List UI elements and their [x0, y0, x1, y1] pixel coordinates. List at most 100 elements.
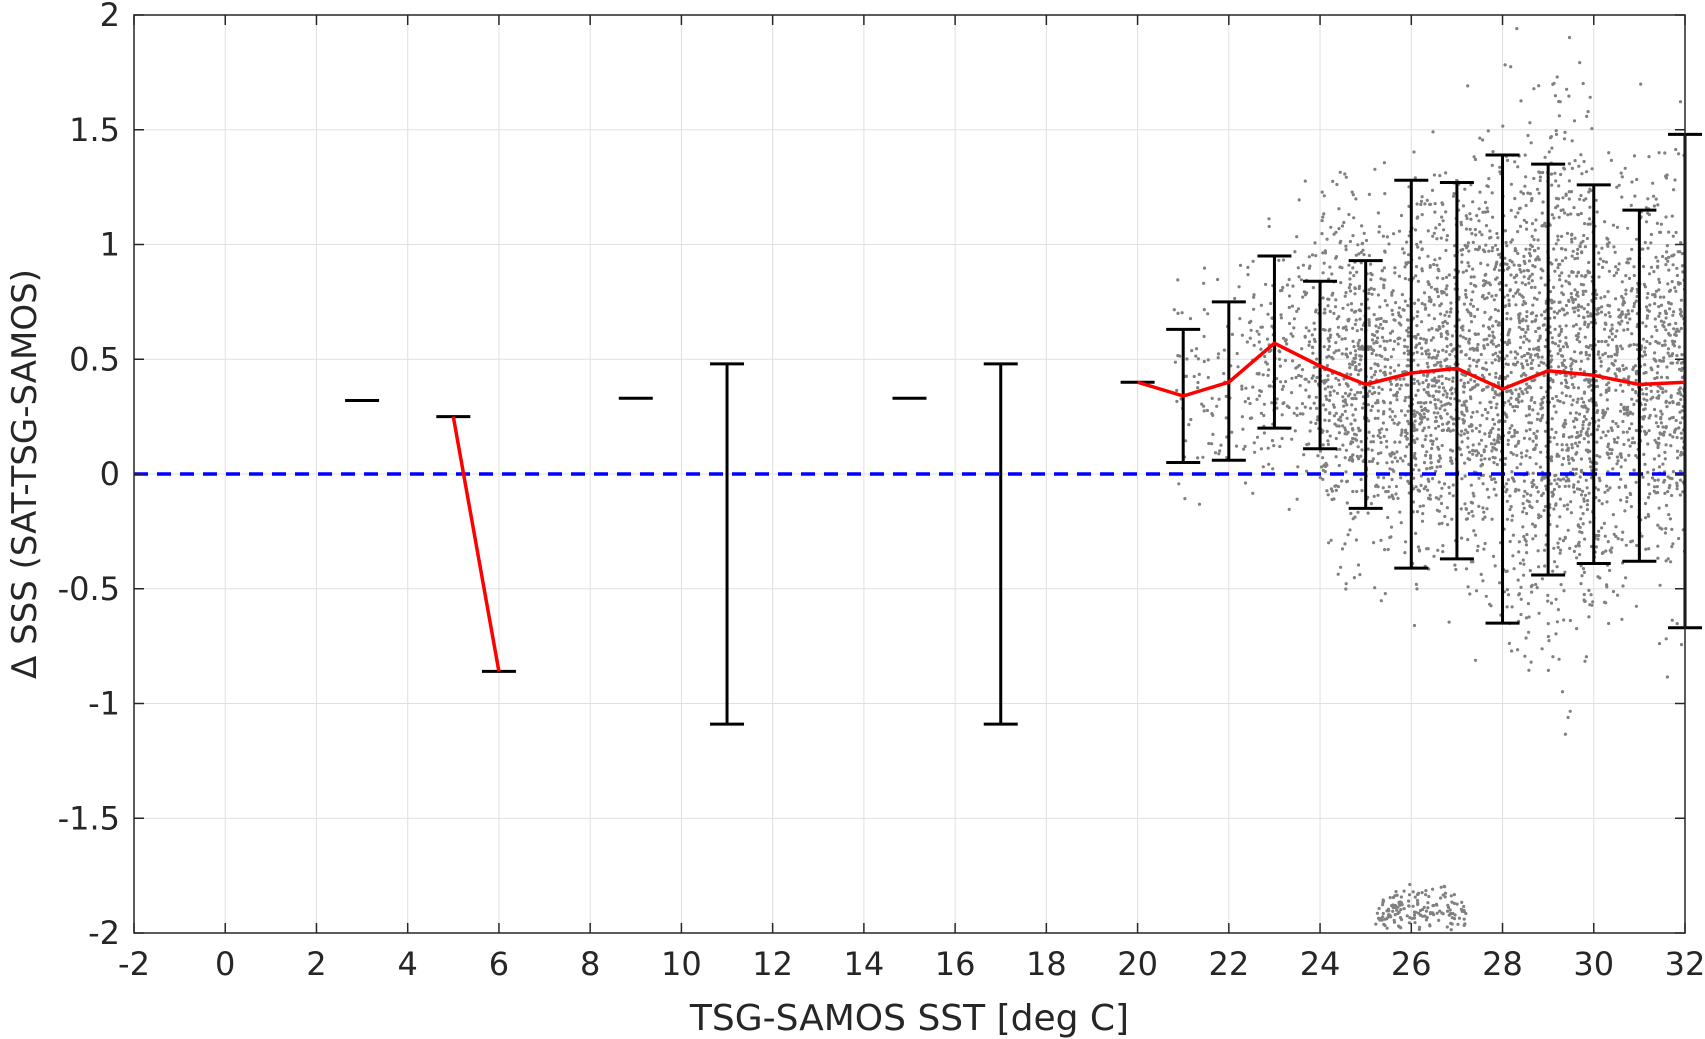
scatter-point	[1527, 259, 1531, 263]
scatter-point	[1394, 492, 1398, 496]
scatter-point	[1671, 234, 1675, 238]
scatter-point	[1432, 262, 1436, 267]
scatter-point	[1430, 446, 1434, 451]
scatter-point	[1663, 339, 1667, 343]
scatter-point	[1440, 443, 1444, 448]
scatter-point	[1631, 412, 1635, 416]
scatter-point	[1297, 198, 1301, 202]
scatter-point	[1587, 353, 1592, 357]
scatter-point	[1585, 507, 1589, 512]
scatter-point	[1525, 310, 1529, 314]
scatter-point	[1450, 517, 1454, 521]
scatter-point	[1470, 509, 1474, 514]
scatter-point	[1608, 314, 1612, 319]
scatter-point	[1415, 343, 1419, 347]
scatter-point	[1576, 435, 1580, 439]
scatter-point	[1424, 306, 1428, 310]
scatter-point	[1447, 377, 1451, 381]
scatter-point	[1601, 408, 1605, 412]
scatter-point	[1427, 479, 1431, 483]
scatter-point	[1392, 232, 1396, 236]
scatter-point	[1531, 408, 1535, 412]
scatter-point	[1425, 467, 1429, 471]
scatter-point	[1415, 437, 1419, 441]
scatter-point	[1379, 277, 1383, 281]
scatter-point	[1267, 224, 1271, 229]
scatter-point	[1587, 491, 1591, 495]
scatter-point	[1310, 376, 1314, 380]
scatter-point	[1481, 579, 1485, 583]
scatter-point	[1469, 282, 1473, 286]
scatter-point	[1477, 219, 1481, 223]
scatter-point	[1202, 334, 1206, 339]
scatter-point	[1626, 321, 1630, 325]
scatter-point	[1623, 509, 1627, 513]
scatter-point	[1468, 227, 1472, 231]
scatter-point	[1379, 440, 1383, 445]
scatter-point	[1432, 554, 1436, 558]
scatter-point	[1656, 490, 1660, 495]
scatter-point	[1627, 312, 1631, 316]
scatter-point	[1236, 365, 1240, 369]
scatter-point	[1403, 265, 1407, 269]
scatter-point	[1412, 423, 1416, 427]
scatter-point	[1546, 622, 1550, 626]
scatter-point	[1541, 491, 1545, 496]
scatter-point	[1570, 456, 1574, 460]
scatter-point	[1585, 410, 1589, 414]
scatter-point	[1634, 390, 1638, 394]
scatter-point	[1589, 465, 1593, 469]
scatter-point	[1554, 242, 1558, 246]
scatter-point	[1622, 442, 1626, 447]
scatter-point	[1541, 170, 1545, 175]
scatter-point	[1628, 317, 1632, 321]
scatter-point	[1240, 415, 1244, 419]
scatter-point	[1473, 347, 1477, 351]
scatter-point	[1307, 395, 1311, 399]
y-tick-label: 0	[100, 455, 120, 493]
scatter-point	[1503, 401, 1507, 405]
scatter-point	[1552, 487, 1556, 492]
scatter-point	[1620, 347, 1624, 351]
scatter-point	[1419, 202, 1423, 207]
scatter-point	[1422, 373, 1426, 377]
scatter-point	[1424, 378, 1428, 382]
scatter-point	[1629, 203, 1633, 207]
scatter-point	[1523, 654, 1527, 658]
scatter-point	[1463, 502, 1467, 506]
scatter-point	[1666, 259, 1670, 263]
scatter-point	[1609, 158, 1613, 162]
scatter-point	[1623, 458, 1627, 462]
x-tick-label: 8	[580, 945, 600, 983]
scatter-point	[1361, 248, 1365, 252]
scatter-point	[1667, 513, 1671, 517]
scatter-point	[1494, 371, 1498, 375]
scatter-point	[1540, 211, 1544, 215]
scatter-point	[1494, 262, 1498, 266]
scatter-point	[1501, 124, 1505, 128]
scatter-point	[1670, 477, 1674, 481]
scatter-point	[1419, 401, 1423, 405]
scatter-point	[1478, 230, 1482, 234]
scatter-point	[1554, 129, 1558, 133]
scatter-point	[1568, 618, 1572, 623]
scatter-point	[1518, 206, 1522, 210]
scatter-point	[1597, 529, 1601, 533]
scatter-point	[1605, 585, 1609, 589]
scatter-point	[1615, 455, 1619, 459]
scatter-point	[1417, 549, 1422, 553]
scatter-point	[1541, 200, 1545, 204]
scatter-point	[1586, 222, 1590, 226]
scatter-point	[1496, 381, 1500, 385]
scatter-point	[1397, 311, 1401, 315]
scatter-point	[1658, 526, 1662, 530]
scatter-point	[1321, 443, 1325, 447]
scatter-point	[1413, 921, 1417, 925]
scatter-point	[1660, 412, 1664, 416]
scatter-point	[1354, 397, 1358, 401]
scatter-point	[1503, 419, 1507, 423]
scatter-point	[1443, 358, 1447, 362]
scatter-point	[1463, 243, 1467, 247]
scatter-point	[1464, 214, 1468, 218]
scatter-point	[1667, 331, 1671, 336]
